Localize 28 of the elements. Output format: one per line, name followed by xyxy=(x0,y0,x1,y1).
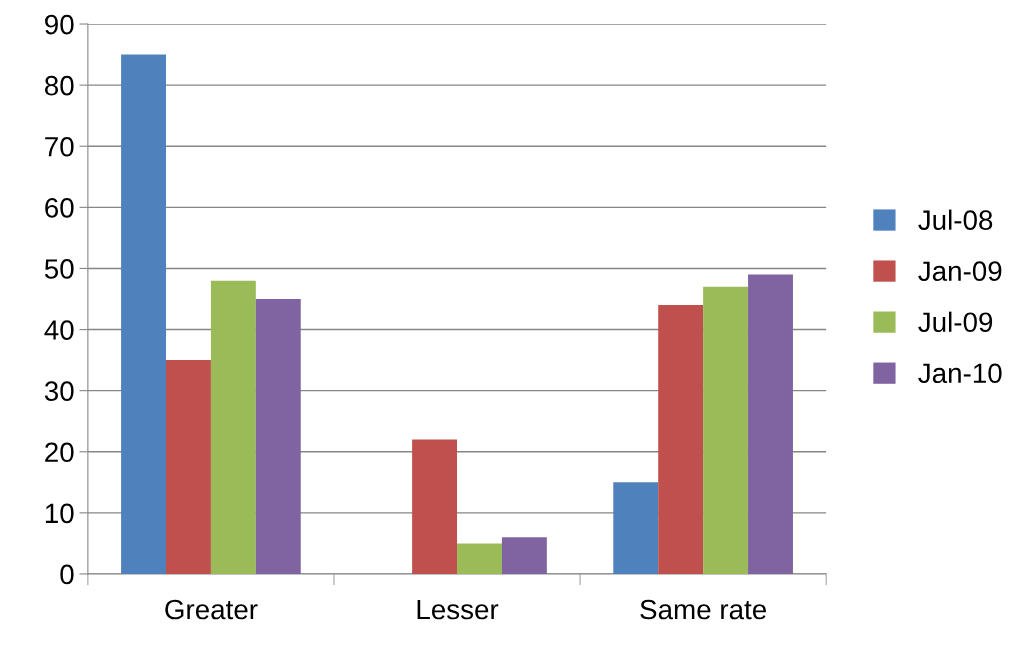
y-tick-label: 0 xyxy=(60,564,74,585)
legend-label: Jul-08 xyxy=(918,209,993,230)
y-tick-label: 10 xyxy=(45,503,74,524)
bar xyxy=(412,439,458,574)
legend-label: Jan-10 xyxy=(918,363,1002,384)
bar xyxy=(703,286,749,574)
bar xyxy=(748,274,793,574)
x-tick-label: Greater xyxy=(165,599,258,620)
x-tick-label: Same rate xyxy=(640,599,766,620)
bar xyxy=(457,543,502,574)
y-tick-label: 70 xyxy=(45,136,74,157)
y-tick-label: 30 xyxy=(44,381,74,401)
y-tick-label: 90 xyxy=(45,14,74,35)
legend-label: Jan-09 xyxy=(918,261,1002,282)
bar xyxy=(613,482,659,574)
y-tick-label: 80 xyxy=(44,75,74,96)
y-tick-label: 20 xyxy=(45,442,74,463)
bar xyxy=(658,305,704,574)
bar xyxy=(501,537,547,574)
bar xyxy=(210,280,256,574)
y-tick-label: 60 xyxy=(45,198,74,218)
bar xyxy=(166,360,211,574)
bar xyxy=(121,54,167,574)
y-tick-label: 40 xyxy=(44,320,74,340)
bar xyxy=(255,299,301,574)
legend-label: Jul-09 xyxy=(918,311,993,333)
x-tick-label: Lesser xyxy=(417,599,499,620)
y-tick-label: 50 xyxy=(44,259,74,279)
